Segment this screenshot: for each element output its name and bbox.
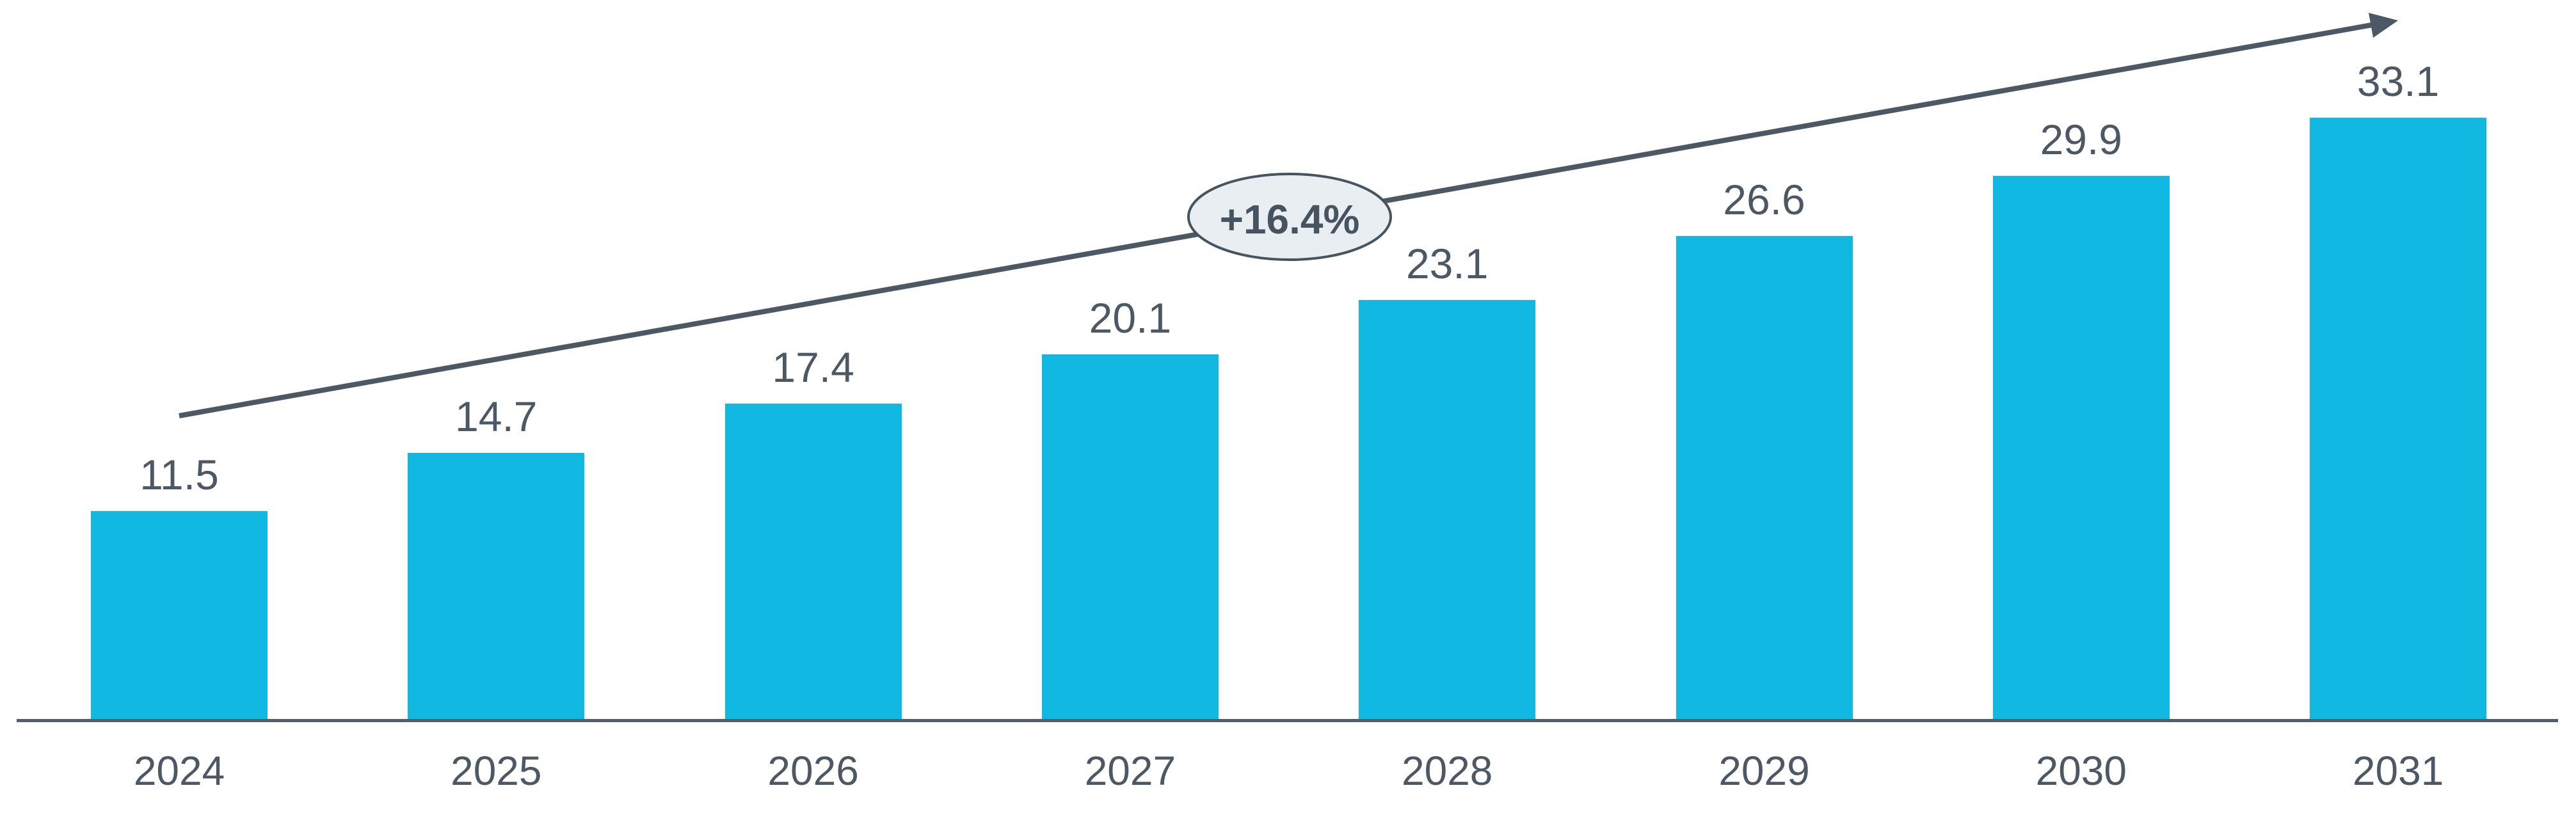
bar [2310,118,2487,720]
bar-value-label: 20.1 [1089,294,1172,342]
x-axis-label: 2031 [2352,748,2444,794]
x-axis-label: 2029 [1718,748,1810,794]
bar-value-label: 11.5 [140,451,219,499]
x-axis-label: 2028 [1402,748,1493,794]
bar-value-label: 17.4 [772,343,854,391]
bar [724,404,902,720]
bar [1992,176,2170,720]
bar [1676,236,1853,720]
bar-value-label: 26.6 [1723,176,1805,224]
x-axis-label: 2025 [451,748,542,794]
bar [408,453,585,720]
bar-value-label: 14.7 [455,393,538,441]
bar [1359,300,1536,720]
bar-value-label: 33.1 [2356,58,2440,106]
x-axis-label: 2026 [767,748,859,794]
bar [1041,354,1219,720]
x-axis-label: 2027 [1084,748,1176,794]
x-axis-label: 2024 [133,748,225,794]
bar [91,511,268,720]
x-axis-label: 2030 [2035,748,2127,794]
bar-value-label: 23.1 [1405,240,1489,288]
x-axis-line [17,719,2558,722]
bar-value-label: 29.9 [2040,116,2123,164]
